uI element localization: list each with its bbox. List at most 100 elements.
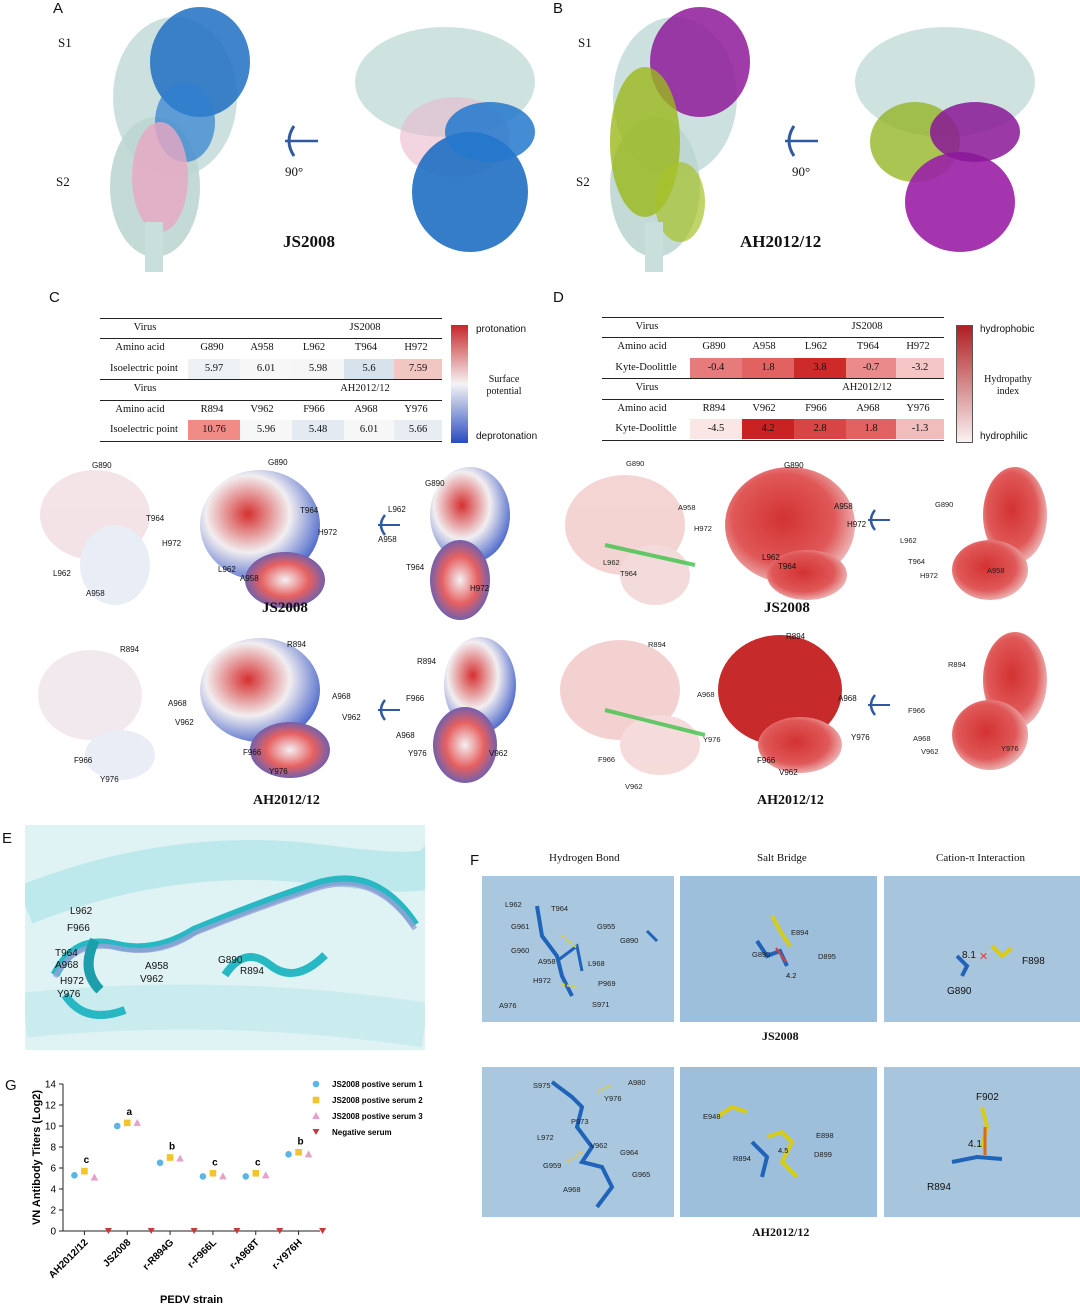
- distance-label: 4.5: [778, 1146, 789, 1155]
- residue-label: A968: [396, 731, 415, 740]
- legend-marker: [312, 1080, 320, 1088]
- f-ah-interaction-sticks: [550, 1080, 1003, 1209]
- y-tick-label: 12: [45, 1101, 57, 1112]
- data-point: [285, 1151, 292, 1158]
- residue-label: G890: [947, 986, 972, 997]
- residue-label: H972: [920, 571, 938, 580]
- residue-label: Y976: [100, 775, 119, 784]
- distance-label: 4.1: [968, 1139, 982, 1150]
- data-point: [147, 1228, 155, 1234]
- panel-d-strain-ah: AH2012/12: [757, 793, 824, 808]
- residue-label: A980: [628, 1078, 646, 1087]
- residue-label: L972: [537, 1133, 554, 1142]
- distance-label: 8.1: [962, 950, 976, 961]
- y-tick-label: 8: [50, 1143, 56, 1154]
- residue-label: G890: [784, 461, 804, 470]
- significance-letter: c: [212, 1157, 218, 1168]
- data-point: [190, 1228, 198, 1234]
- residue-label: G890: [425, 479, 445, 488]
- table-virus-label: Virus: [133, 322, 157, 333]
- table-strain: AH2012/12: [340, 383, 390, 394]
- legend-label: JS2008 postive serum 1: [332, 1080, 423, 1089]
- data-point: [252, 1169, 260, 1177]
- residue-label: R894: [927, 1182, 951, 1193]
- table-metric-label: Isoelectric point: [110, 363, 178, 374]
- residue-label: R894: [786, 632, 806, 641]
- residue-label: T964: [908, 557, 926, 566]
- table-amino-label: Amino acid: [617, 341, 667, 352]
- residue-label: P973: [571, 1117, 589, 1126]
- significance-letter: b: [169, 1142, 175, 1153]
- legend-marker: [312, 1096, 320, 1104]
- significance-letter: b: [298, 1136, 304, 1147]
- residue-label: A976: [499, 1001, 517, 1010]
- isoelectric-table: Virus JS2008 Amino acid G890 A958 L962 T…: [100, 318, 442, 442]
- panel-b-s2-label: S2: [576, 174, 590, 189]
- panel-b-rotation: 90°: [792, 164, 811, 179]
- hydropathy-table: Virus JS2008 Amino acid G890 A958 L962 T…: [602, 317, 944, 441]
- residue-label: L968: [588, 959, 605, 968]
- residue-label: R894: [287, 640, 307, 649]
- residue-label: L962: [603, 558, 620, 567]
- table-metric-label: Kyte-Doolittle: [615, 423, 677, 434]
- data-point: [166, 1154, 174, 1161]
- residue-label: G964: [620, 1148, 639, 1157]
- data-point: [104, 1228, 112, 1234]
- table-cell: V962: [250, 404, 274, 415]
- legend-deprotonation: deprotonation: [476, 431, 538, 442]
- residue-label: E894: [791, 928, 809, 937]
- residue-label: F966: [74, 756, 93, 765]
- distance-label: 4.2: [786, 971, 797, 980]
- table-value-cell: -3.2: [896, 358, 944, 378]
- panel-a-s2-label: S2: [56, 174, 70, 189]
- x-tick-label: r-R894G: [141, 1237, 176, 1272]
- residue-label: L962: [388, 505, 406, 514]
- table-value-cell: 4.2: [742, 419, 794, 439]
- y-tick-label: 4: [50, 1185, 56, 1196]
- residue-label: V962: [779, 768, 798, 777]
- panel-c-surface-models: [38, 467, 516, 783]
- residue-label: A968: [913, 734, 931, 743]
- table-value-cell: 5.48: [292, 420, 344, 440]
- residue-label: A958: [987, 566, 1005, 575]
- residue-label: R894: [417, 657, 437, 666]
- residue-label: L962: [53, 569, 71, 578]
- f-header-salt-bridge: Salt Bridge: [757, 852, 807, 864]
- panel-f-strain-js: JS2008: [762, 1029, 799, 1043]
- data-point: [242, 1173, 250, 1180]
- residue-label: T964: [55, 948, 78, 959]
- hydropathy-colorbar: [956, 325, 973, 443]
- panel-label-f: F: [470, 852, 480, 869]
- table-virus-label: Virus: [133, 383, 157, 394]
- legend-protonation: protonation: [476, 324, 527, 335]
- residue-label: F966: [406, 694, 425, 703]
- significance-letter: c: [84, 1155, 90, 1166]
- residue-label: A968: [563, 1185, 581, 1194]
- residue-label: G890: [268, 458, 288, 467]
- residue-label: T964: [778, 562, 797, 571]
- x-tick-label: JS2008: [101, 1237, 133, 1269]
- data-point: [209, 1169, 217, 1177]
- data-point: [90, 1173, 99, 1181]
- x-tick-label: AH2012/12: [47, 1237, 91, 1281]
- residue-label: D895: [818, 952, 836, 961]
- residue-label: A958: [834, 502, 853, 511]
- f-js-cationpi-panel: [884, 876, 1080, 1022]
- panel-a-strain: JS2008: [283, 232, 335, 251]
- residue-label: R894: [733, 1154, 751, 1163]
- residue-label: H972: [162, 539, 182, 548]
- residue-label: Y976: [269, 767, 288, 776]
- f-ah-saltbridge-panel: [680, 1067, 877, 1217]
- table-cell: H972: [906, 341, 930, 352]
- panel-label-g: G: [5, 1077, 17, 1094]
- residue-label: H972: [533, 976, 551, 985]
- y-tick-label: 6: [50, 1164, 56, 1175]
- table-virus-label: Virus: [635, 382, 659, 393]
- table-cell: Y976: [906, 403, 930, 414]
- table-value-cell: 1.8: [846, 419, 896, 439]
- legend-label: Negative serum: [332, 1128, 392, 1137]
- svg-text:✕: ✕: [979, 951, 988, 963]
- panel-a-spike-structures: [110, 7, 535, 272]
- residue-label: R894: [240, 966, 264, 977]
- table-virus-label: Virus: [635, 321, 659, 332]
